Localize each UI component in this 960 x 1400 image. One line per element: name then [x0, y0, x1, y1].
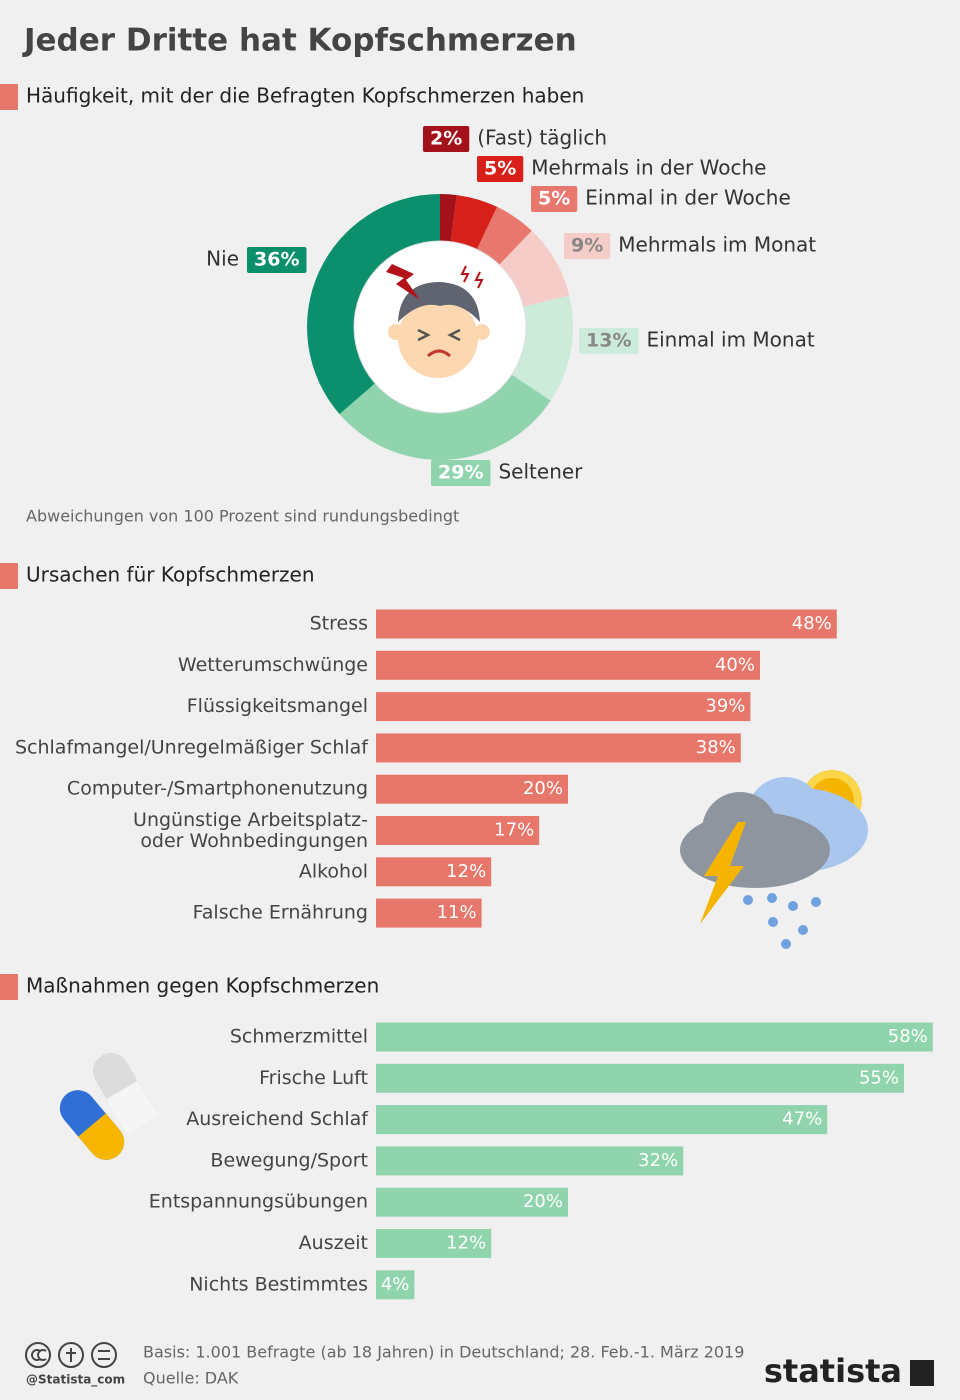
bar	[376, 1270, 415, 1300]
handle: @Statista_com	[26, 1373, 125, 1388]
bar	[376, 1146, 684, 1176]
category-label: Computer-/Smartphonenutzung	[67, 778, 368, 800]
bar	[376, 1022, 933, 1052]
category-label: Mehrmals in der Woche	[531, 156, 766, 180]
bar	[376, 1187, 568, 1217]
bar	[376, 692, 751, 722]
value-label: 36%	[254, 249, 299, 271]
section-title: Maßnahmen gegen Kopfschmerzen	[26, 974, 379, 998]
bar	[376, 1063, 904, 1093]
license-icons	[25, 1342, 117, 1368]
category-label: Seltener	[498, 460, 583, 484]
value-pill	[477, 156, 524, 182]
category-label: (Fast) täglich	[477, 126, 607, 150]
value-pill	[431, 460, 491, 486]
value-pill	[531, 186, 578, 212]
category-label: Entspannungsübungen	[149, 1191, 368, 1213]
category-label: Alkohol	[299, 860, 368, 882]
bar	[376, 816, 540, 845]
section-marker	[0, 563, 18, 589]
value-label: 13%	[586, 330, 631, 352]
value-label: 17%	[494, 820, 534, 841]
category-label: Ungünstige Arbeitsplatz-oder Wohnbedingu…	[133, 809, 368, 852]
headache-icon	[382, 264, 498, 388]
section-marker	[0, 84, 18, 110]
basis: Basis: 1.001 Befragte (ab 18 Jahren) in …	[143, 1343, 744, 1362]
donut-slice	[307, 194, 440, 415]
value-label: 12%	[446, 861, 486, 882]
category-label: Schmerzmittel	[230, 1026, 368, 1048]
category-label: Auszeit	[299, 1232, 368, 1254]
value-pill	[247, 247, 307, 273]
section-marker	[0, 974, 18, 1000]
value-label: 55%	[859, 1067, 899, 1088]
donut-slice	[339, 374, 551, 461]
value-label: 20%	[523, 778, 563, 799]
value-label: 4%	[381, 1274, 410, 1295]
bar	[376, 609, 837, 639]
category-label: Einmal in der Woche	[585, 186, 791, 210]
bar	[376, 650, 760, 680]
value-label: 5%	[484, 158, 516, 180]
bar	[376, 733, 741, 763]
category-label: Einmal im Monat	[646, 328, 814, 352]
value-label: 38%	[696, 737, 736, 758]
bar	[376, 857, 492, 887]
donut-slice	[450, 195, 498, 250]
footnote: Abweichungen von 100 Prozent sind rundun…	[26, 507, 459, 526]
value-label: 29%	[438, 462, 483, 484]
bar	[376, 1105, 828, 1135]
value-label: 5%	[538, 188, 570, 210]
value-label: 48%	[792, 613, 832, 634]
value-label: 11%	[437, 902, 477, 923]
value-label: 32%	[638, 1150, 678, 1171]
category-label: Wetterumschwünge	[178, 654, 368, 676]
category-label: Falsche Ernährung	[193, 902, 368, 924]
value-label: 12%	[446, 1233, 486, 1254]
value-label: 47%	[782, 1109, 822, 1130]
category-label: Nichts Bestimmtes	[189, 1273, 368, 1295]
pills-icon	[59, 1052, 158, 1160]
bar	[376, 774, 568, 804]
bar	[376, 1229, 492, 1258]
category-label: Flüssigkeitsmangel	[187, 695, 368, 717]
category-label: Frische Luft	[259, 1067, 368, 1089]
category-label: Bewegung/Sport	[210, 1149, 368, 1171]
category-label: Ausreichend Schlaf	[186, 1108, 369, 1130]
category-label: Stress	[310, 613, 368, 635]
value-label: 20%	[523, 1191, 563, 1212]
donut-slice	[440, 194, 457, 242]
section-title: Häufigkeit, mit der die Befragten Kopfsc…	[26, 84, 584, 108]
category-label: Nie	[206, 247, 239, 271]
value-label: 2%	[430, 128, 462, 150]
value-label: 9%	[571, 235, 603, 257]
bar	[376, 898, 482, 928]
category-label: Mehrmals im Monat	[618, 233, 816, 257]
source: Quelle: DAK	[143, 1369, 239, 1388]
value-pill	[564, 233, 611, 259]
value-pill	[579, 328, 639, 354]
donut-slice	[511, 295, 573, 401]
brand: statista	[764, 1352, 902, 1390]
section-title: Ursachen für Kopfschmerzen	[26, 563, 315, 587]
value-label: 58%	[888, 1026, 928, 1047]
value-label: 40%	[715, 654, 755, 675]
donut-slice	[476, 206, 532, 265]
weather-icon	[680, 770, 868, 949]
title: Jeder Dritte hat Kopfschmerzen	[22, 23, 577, 59]
value-label: 39%	[705, 696, 745, 717]
brand-mark	[910, 1360, 934, 1386]
category-label: Schlafmangel/Unregelmäßiger Schlaf	[15, 736, 369, 758]
value-pill	[423, 126, 470, 152]
